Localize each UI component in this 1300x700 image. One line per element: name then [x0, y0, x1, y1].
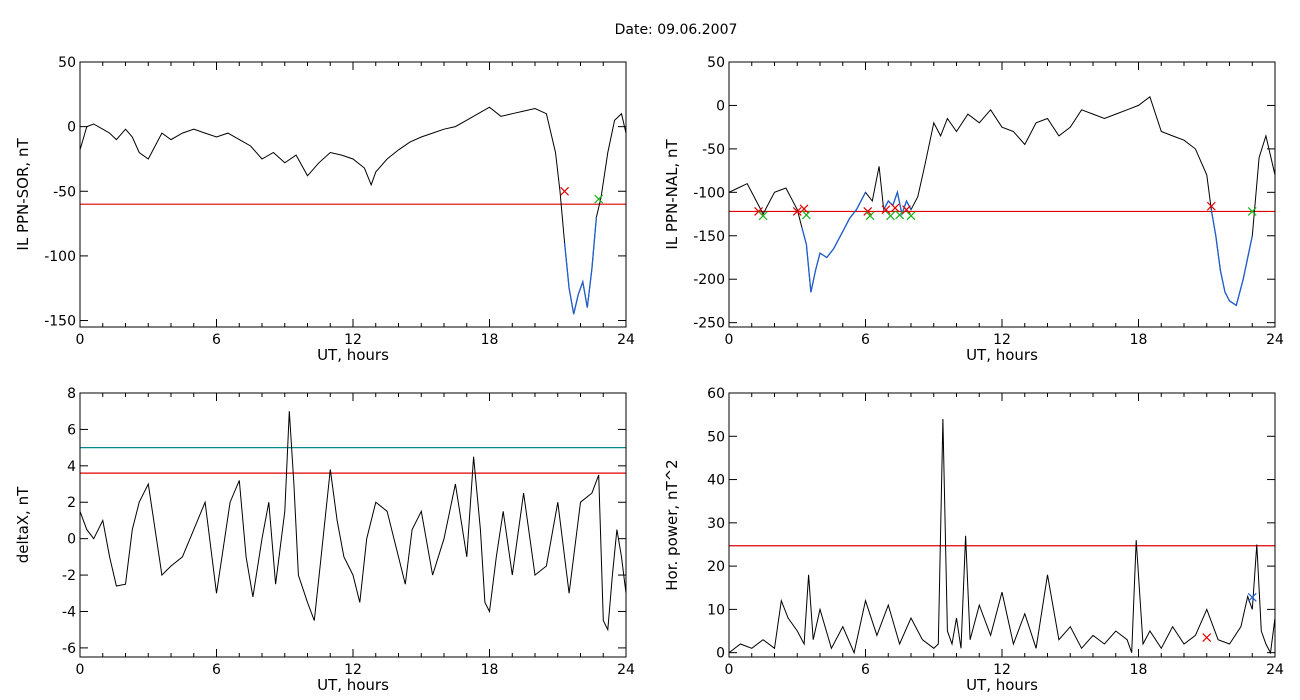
data-series-line — [80, 411, 626, 632]
x-axis-label: UT, hours — [317, 676, 389, 694]
x-tick-label: 0 — [76, 332, 85, 348]
marker-x-blue — [1247, 592, 1257, 602]
y-tick-label: -150 — [44, 314, 76, 330]
marker-x-green — [895, 210, 905, 220]
figure-title: Date: 09.06.2007 — [615, 22, 738, 38]
marker-x-red — [1206, 201, 1216, 211]
plot-frame — [728, 392, 1276, 658]
y-tick-label: -250 — [693, 316, 725, 332]
x-tick-label: 24 — [1266, 332, 1284, 348]
y-tick-label: 0 — [716, 98, 725, 114]
highlight-segment — [1210, 209, 1253, 307]
plot-frame — [79, 392, 627, 658]
x-tick-label: 0 — [725, 332, 734, 348]
y-tick-label: -150 — [693, 229, 725, 245]
data-series-line — [729, 418, 1275, 655]
y-tick-label: -6 — [62, 641, 76, 657]
y-tick-label: 8 — [67, 386, 76, 402]
highlight-segment — [883, 189, 912, 217]
marker-x-green — [886, 211, 895, 221]
y-tick-label: 50 — [707, 429, 725, 445]
marker-x-red — [1202, 633, 1212, 642]
y-axis-label: IL PPN-SOR, nT — [14, 138, 32, 251]
x-tick-label: 12 — [993, 662, 1011, 678]
marker-x-green — [801, 210, 811, 220]
y-tick-label: 50 — [58, 55, 76, 71]
y-tick-label: 0 — [716, 646, 725, 662]
plot-frame — [79, 61, 627, 328]
x-tick-label: 12 — [344, 662, 362, 678]
y-tick-label: 50 — [707, 55, 725, 71]
x-tick-label: 18 — [481, 332, 499, 348]
x-tick-label: 12 — [993, 332, 1011, 348]
y-axis-label: Hor. power, nT^2 — [663, 459, 681, 590]
marker-x-red — [792, 207, 802, 216]
data-series-line — [80, 106, 626, 315]
marker-x-green — [865, 211, 875, 221]
y-tick-label: -2 — [62, 568, 76, 584]
chart-panel-p2: 0 6 12 18 24 -250 -200 -150 -100 -50 0 50 UT, hours I… — [663, 55, 1284, 364]
marker-x-green — [1247, 207, 1257, 216]
chart-panel-p1: 0 6 12 18 24 -150 -100 -50 0 50 UT, hours IL PPN-SO… — [14, 55, 635, 364]
x-tick-label: 6 — [212, 332, 221, 348]
x-axis-label: UT, hours — [966, 346, 1038, 364]
marker-x-red — [799, 204, 809, 214]
x-axis-label: UT, hours — [317, 346, 389, 364]
y-tick-label: 10 — [707, 602, 725, 618]
y-tick-label: 0 — [67, 120, 76, 136]
y-tick-label: -100 — [693, 185, 725, 201]
marker-x-green — [906, 211, 916, 221]
x-tick-label: 24 — [617, 662, 635, 678]
x-tick-label: 0 — [725, 662, 734, 678]
y-tick-label: 4 — [67, 459, 76, 475]
x-tick-label: 6 — [212, 662, 221, 678]
x-tick-label: 6 — [861, 332, 870, 348]
y-tick-label: -50 — [53, 184, 76, 200]
x-axis-label: UT, hours — [966, 676, 1038, 694]
marker-x-green — [758, 211, 768, 221]
y-tick-label: 0 — [67, 532, 76, 548]
x-tick-label: 18 — [1130, 662, 1148, 678]
y-tick-label: 30 — [707, 516, 725, 532]
y-tick-label: 40 — [707, 473, 725, 489]
x-tick-label: 18 — [1130, 332, 1148, 348]
y-axis-label: deltaX, nT — [14, 486, 32, 563]
marker-x-green — [594, 194, 604, 204]
marker-x-red — [560, 186, 569, 196]
y-tick-label: -200 — [693, 272, 725, 288]
y-tick-label: 2 — [67, 495, 76, 511]
y-tick-label: 6 — [67, 422, 76, 438]
y-tick-label: 60 — [707, 386, 725, 402]
x-tick-label: 0 — [76, 662, 85, 678]
y-tick-label: -4 — [62, 604, 76, 620]
highlight-segment — [801, 191, 867, 293]
chart-panel-p4: 0 6 12 18 24 0 10 20 30 40 50 60 UT, hours Hor. power… — [663, 386, 1284, 694]
y-tick-label: -50 — [702, 142, 725, 158]
marker-x-red — [890, 203, 900, 213]
x-tick-label: 6 — [861, 662, 870, 678]
y-tick-label: 20 — [707, 559, 725, 575]
marker-x-red — [881, 205, 891, 215]
y-tick-label: -100 — [44, 249, 76, 265]
x-tick-label: 24 — [1266, 662, 1284, 678]
y-axis-label: IL PPN-NAL, nT — [663, 139, 681, 250]
x-tick-label: 12 — [344, 332, 362, 348]
data-series-line — [729, 95, 1275, 307]
x-tick-label: 18 — [481, 662, 499, 678]
marker-x-red — [902, 205, 911, 215]
x-tick-label: 24 — [617, 332, 635, 348]
marker-x-red — [863, 207, 873, 216]
highlight-segment — [563, 217, 598, 315]
